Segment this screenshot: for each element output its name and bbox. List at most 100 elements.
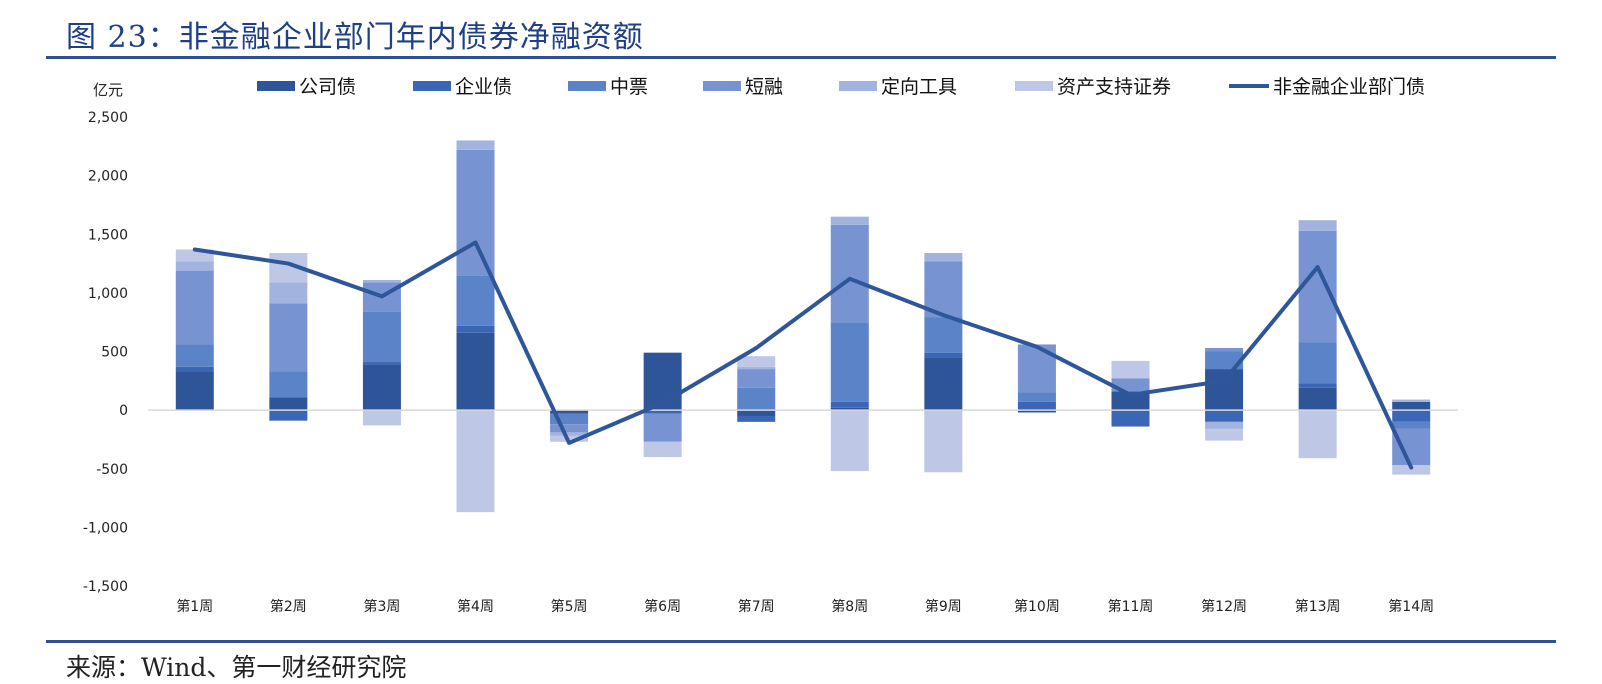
bar-segment-series-5-cat-11: [1205, 429, 1243, 441]
x-tick-label: 第8周: [831, 598, 868, 615]
legend-label: 公司债: [299, 76, 356, 98]
x-tick-label: 第7周: [738, 598, 775, 615]
bar-segment-series-5-cat-3: [457, 410, 495, 512]
bar-segment-series-3-cat-7: [831, 225, 869, 322]
bar-segment-series-4-cat-2: [363, 280, 401, 282]
legend-label: 非金融企业部门债: [1273, 76, 1425, 98]
bar-segment-series-5-cat-7: [831, 410, 869, 471]
bar-segment-series-3-cat-0: [176, 271, 214, 345]
bar-segment-series-3-cat-1: [269, 303, 307, 371]
bar-segment-series-3-cat-12: [1299, 231, 1337, 342]
bar-segment-series-2-cat-13: [1392, 422, 1430, 429]
bar-segment-series-1-cat-10: [1112, 410, 1150, 426]
y-tick-label: 2,000: [88, 169, 128, 185]
bar-segment-series-0-cat-11: [1205, 369, 1243, 410]
legend-swatch: [703, 81, 741, 91]
legend-label: 短融: [745, 76, 783, 98]
bar-segment-series-4-cat-8: [924, 253, 962, 261]
bar-segment-series-1-cat-9: [1018, 402, 1056, 410]
bar-segment-series-2-cat-7: [831, 322, 869, 402]
bar-segment-series-0-cat-0: [176, 371, 214, 410]
bar-segment-series-3-cat-4: [550, 424, 588, 432]
x-tick-label: 第12周: [1201, 598, 1247, 615]
bar-segment-series-2-cat-1: [269, 371, 307, 397]
y-tick-label: 1,500: [88, 227, 128, 243]
bar-segment-series-5-cat-5: [644, 442, 682, 457]
bar-segment-series-4-cat-6: [737, 367, 775, 369]
bar-segment-series-5-cat-2: [363, 410, 401, 425]
bar-segment-series-0-cat-13: [1392, 402, 1430, 410]
x-tick-label: 第2周: [270, 598, 307, 615]
bar-segment-series-2-cat-12: [1299, 342, 1337, 383]
y-tick-label: 1,000: [88, 286, 128, 302]
x-axis: 第1周 第2周 第3周 第4周 第5周 第6周 第7周 第8周 第9周 第10周 第11周 第12周 第…: [176, 598, 1434, 615]
legend-swatch: [568, 81, 606, 91]
bar-segment-series-4-cat-3: [457, 140, 495, 149]
bar-segment-series-4-cat-1: [269, 282, 307, 303]
bar-segment-series-4-cat-7: [831, 217, 869, 225]
bar-segment-series-5-cat-8: [924, 410, 962, 472]
bar-segment-series-1-cat-8: [924, 353, 962, 358]
bar-segment-series-1-cat-3: [457, 326, 495, 333]
bar-segment-series-3-cat-6: [737, 369, 775, 388]
y-tick-label: -1,500: [83, 579, 128, 595]
bar-segment-series-0-cat-12: [1299, 388, 1337, 410]
bars: [176, 140, 1430, 512]
bar-segment-series-1-cat-12: [1299, 383, 1337, 388]
bar-segment-series-2-cat-0: [176, 344, 214, 366]
y-tick-label: 500: [101, 345, 128, 361]
bar-segment-series-1-cat-2: [363, 362, 401, 364]
bar-segment-series-3-cat-13: [1392, 429, 1430, 465]
legend: 公司债 企业债 中票 短融 定向工具 资产支持证券 非金融企业部门债: [257, 76, 1425, 98]
legend-swatch: [839, 81, 877, 91]
bar-segment-series-4-cat-0: [176, 261, 214, 270]
bar-segment-series-0-cat-8: [924, 357, 962, 410]
bar-segment-series-3-cat-3: [457, 150, 495, 275]
bar-segment-series-4-cat-11: [1205, 422, 1243, 429]
bar-segment-series-3-cat-5: [644, 414, 682, 442]
bar-segment-series-1-cat-0: [176, 367, 214, 372]
bar-segment-series-0-cat-2: [363, 364, 401, 410]
y-axis-unit: 亿元: [93, 81, 123, 99]
bar-segment-series-0-cat-1: [269, 397, 307, 410]
x-tick-label: 第9周: [925, 598, 962, 615]
y-tick-label: -500: [96, 462, 128, 478]
legend-label: 资产支持证券: [1057, 76, 1171, 98]
bar-segment-series-1-cat-6: [737, 416, 775, 422]
x-tick-label: 第4周: [457, 598, 494, 615]
bar-segment-series-2-cat-2: [363, 312, 401, 362]
x-tick-label: 第5周: [551, 598, 588, 615]
bar-segment-series-2-cat-8: [924, 317, 962, 352]
x-tick-label: 第3周: [363, 598, 400, 615]
legend-label: 企业债: [455, 76, 512, 98]
bar-segment-series-4-cat-13: [1392, 400, 1430, 402]
x-tick-label: 第10周: [1014, 598, 1060, 615]
chart: 公司债 企业债 中票 短融 定向工具 资产支持证券 非金融企业部门债 亿元 2,500 2,0…: [0, 0, 1602, 640]
x-tick-label: 第13周: [1295, 598, 1341, 615]
bar-segment-series-4-cat-12: [1299, 220, 1337, 231]
bar-segment-series-1-cat-11: [1205, 410, 1243, 422]
x-tick-label: 第6周: [644, 598, 681, 615]
x-tick-label: 第14周: [1388, 598, 1434, 615]
bar-segment-series-2-cat-6: [737, 388, 775, 410]
legend-swatch: [413, 81, 451, 91]
y-tick-label: 2,500: [88, 110, 128, 126]
legend-label: 中票: [610, 76, 648, 98]
x-tick-label: 第1周: [176, 598, 213, 615]
legend-label: 定向工具: [881, 76, 957, 98]
x-tick-label: 第11周: [1108, 598, 1154, 615]
legend-swatch: [257, 81, 295, 91]
source-rule: [46, 640, 1556, 643]
bar-segment-series-5-cat-10: [1112, 361, 1150, 379]
bar-segment-series-2-cat-3: [457, 275, 495, 325]
bar-segment-series-0-cat-6: [737, 410, 775, 416]
bar-segment-series-2-cat-9: [1018, 393, 1056, 402]
bar-segment-series-3-cat-11: [1205, 348, 1243, 352]
bar-segment-series-5-cat-12: [1299, 410, 1337, 458]
y-tick-label: 0: [119, 403, 128, 419]
bar-segment-series-1-cat-13: [1392, 410, 1430, 422]
bar-segment-series-0-cat-3: [457, 333, 495, 410]
source-note: 来源：Wind、第一财经研究院: [66, 648, 406, 684]
bar-segment-series-1-cat-1: [269, 410, 307, 421]
